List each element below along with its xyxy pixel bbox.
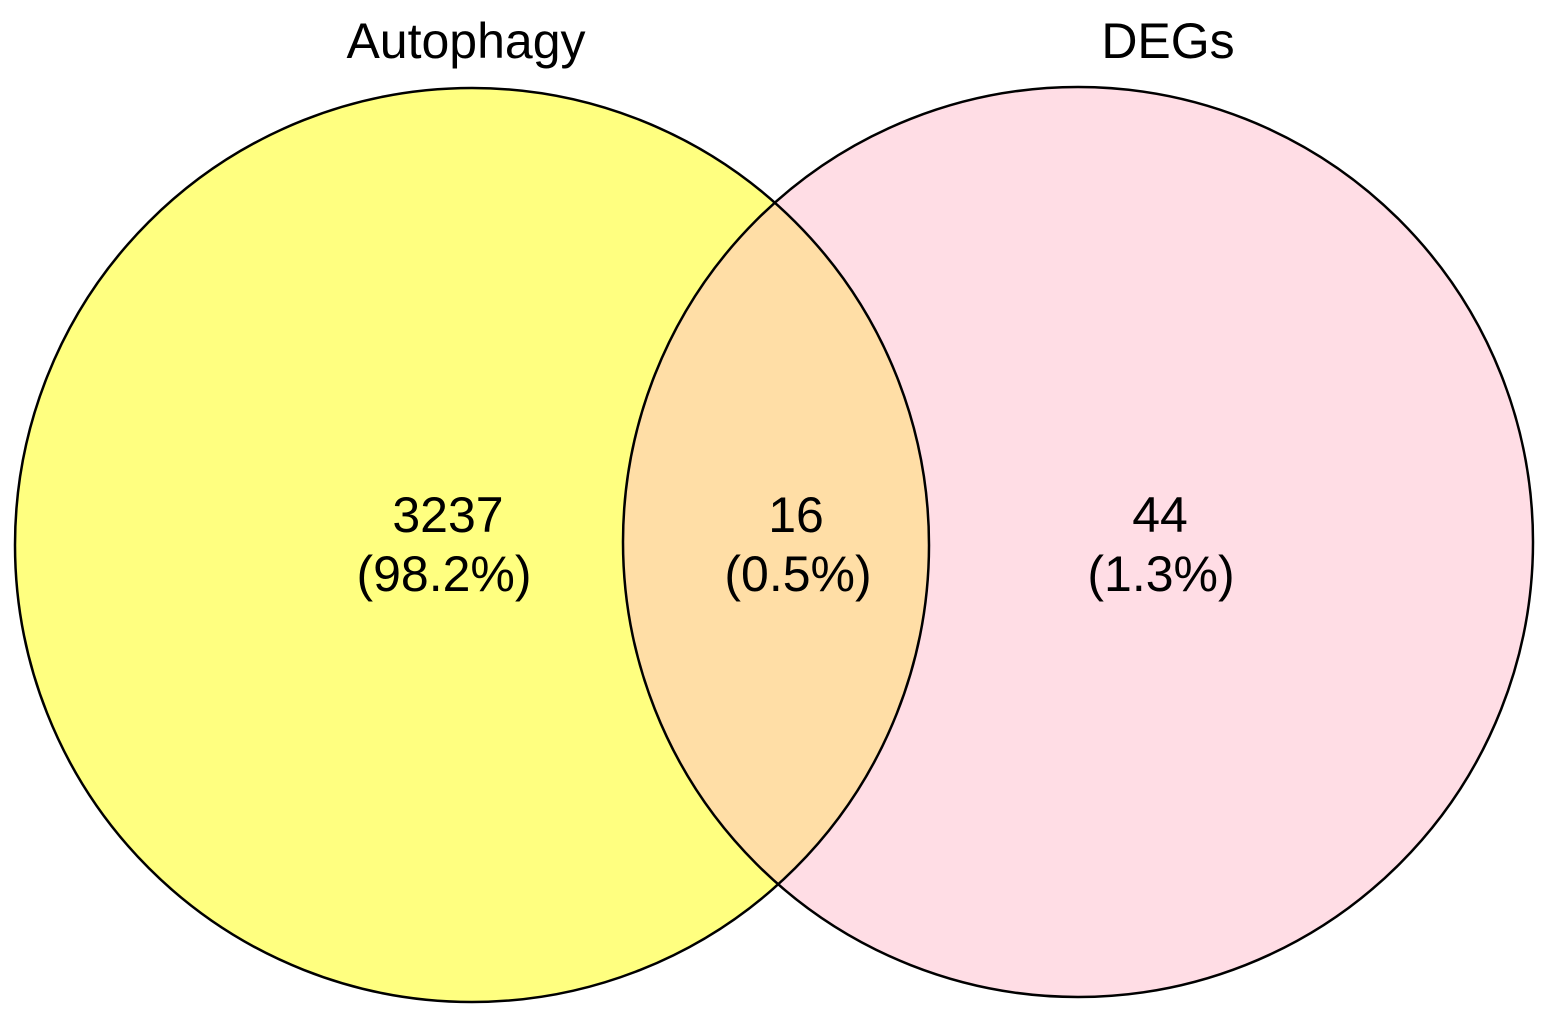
autophagy-circle-outline [13, 86, 931, 1004]
intersection-percent: (0.5%) [724, 546, 871, 602]
right-only-percent: (1.3%) [1087, 546, 1234, 602]
intersection-count: 16 [768, 487, 824, 543]
intersection-region [623, 88, 929, 997]
right-only-count: 44 [1132, 487, 1188, 543]
left-only-count: 3237 [392, 487, 503, 543]
degs-circle-outline [621, 85, 1535, 999]
degs-set-title: DEGs [1101, 13, 1234, 69]
autophagy-set-title: Autophagy [346, 13, 585, 69]
left-only-percent: (98.2%) [356, 546, 531, 602]
